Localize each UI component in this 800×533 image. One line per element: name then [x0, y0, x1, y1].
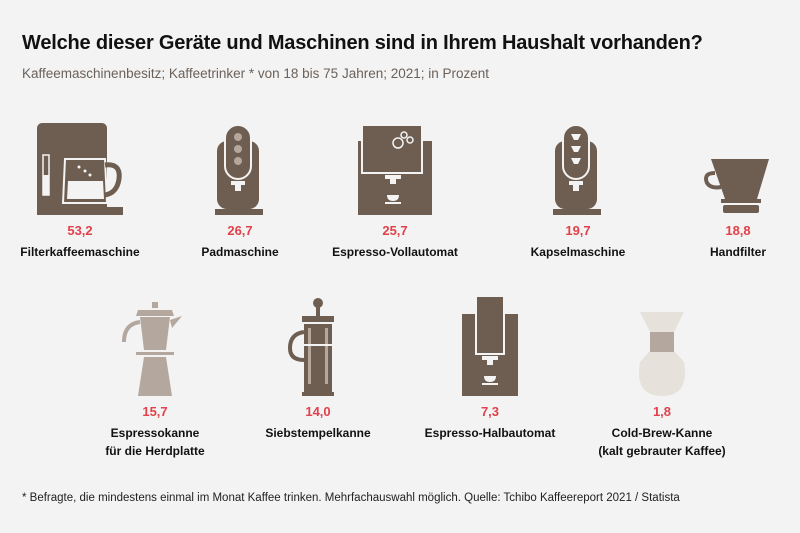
value-label: 53,2: [67, 223, 93, 238]
french-press-icon: [288, 298, 334, 396]
category-label: Filterkaffeemaschine: [20, 245, 140, 259]
capsule-machine-icon: [553, 124, 601, 215]
chart-subtitle: Kaffeemaschinenbesitz; Kaffeetrinker * v…: [22, 66, 490, 81]
filter-coffee-machine-icon: [37, 123, 123, 215]
item-espressokanne: 15,7 Espressokanne für die Herdplatte: [70, 302, 240, 460]
category-label: Cold-Brew-Kanne (kalt gebrauter Kaffee): [598, 426, 726, 458]
category-label: Padmaschine: [201, 245, 279, 259]
chart-title: Welche dieser Geräte und Maschinen sind …: [22, 32, 703, 54]
cold-brew-carafe-icon: [638, 312, 686, 396]
item-siebstempelkanne: 14,0 Siebstempelkanne: [233, 298, 403, 442]
item-espresso-halbautomat: 7,3 Espresso-Halbautomat: [405, 296, 575, 442]
value-label: 15,7: [142, 404, 168, 419]
category-label: Espressokanne für die Herdplatte: [105, 426, 205, 458]
pad-machine-icon: [215, 124, 263, 215]
value-label: 1,8: [652, 404, 672, 419]
value-label: 26,7: [227, 223, 253, 238]
item-padmaschine: 26,7 Padmaschine: [155, 123, 325, 261]
value-label: 19,7: [565, 223, 591, 238]
value-label: 25,7: [382, 223, 408, 238]
footnote: * Befragte, die mindestens einmal im Mon…: [22, 492, 680, 504]
espresso-semi-automatic-icon: [462, 296, 518, 396]
item-cold-brew-kanne: 1,8 Cold-Brew-Kanne (kalt gebrauter Kaffe…: [577, 312, 747, 460]
category-label: Handfilter: [709, 245, 766, 259]
value-label: 18,8: [725, 223, 751, 238]
item-filterkaffeemaschine: 53,2 Filterkaffeemaschine: [0, 123, 165, 261]
espresso-full-automatic-icon: [358, 124, 432, 215]
category-label: Siebstempelkanne: [265, 426, 371, 440]
value-label: 14,0: [305, 404, 331, 419]
moka-pot-icon: [122, 302, 182, 396]
value-label: 7,3: [480, 404, 500, 419]
item-espresso-vollautomat: 25,7 Espresso-Vollautomat: [310, 123, 480, 261]
category-label: Espresso-Halbautomat: [424, 426, 556, 440]
item-kapselmaschine: 19,7 Kapselmaschine: [493, 123, 663, 261]
item-handfilter: 18,8 Handfilter: [653, 123, 800, 261]
hand-filter-icon: [704, 159, 769, 213]
category-label: Kapselmaschine: [530, 245, 626, 259]
category-label: Espresso-Vollautomat: [332, 245, 458, 259]
